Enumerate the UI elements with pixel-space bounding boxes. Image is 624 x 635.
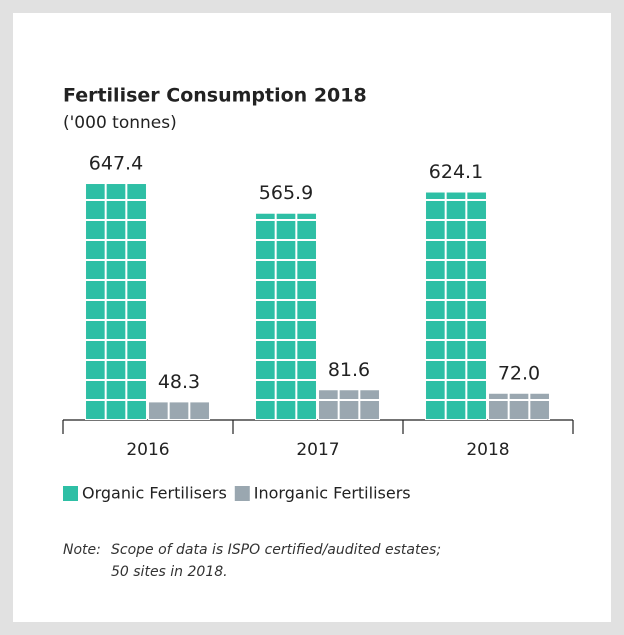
data-label: 72.0 bbox=[498, 362, 540, 384]
data-label: 624.1 bbox=[429, 161, 483, 183]
data-label: 48.3 bbox=[158, 371, 200, 393]
data-label: 81.6 bbox=[328, 359, 370, 381]
legend-label: Organic Fertilisers bbox=[82, 484, 227, 503]
x-tick-label: 2016 bbox=[126, 440, 169, 460]
legend-swatch bbox=[63, 486, 78, 501]
legend-label: Inorganic Fertilisers bbox=[254, 484, 411, 503]
data-label: 647.4 bbox=[89, 153, 143, 175]
bar bbox=[425, 192, 487, 420]
legend-swatch bbox=[234, 486, 250, 501]
data-label: 565.9 bbox=[259, 182, 313, 204]
bar bbox=[148, 402, 210, 420]
bar bbox=[318, 390, 380, 420]
chart-subtitle: ('000 tonnes) bbox=[63, 113, 177, 133]
x-tick-label: 2018 bbox=[466, 440, 509, 460]
note-line: 50 sites in 2018. bbox=[111, 564, 228, 580]
bar bbox=[255, 213, 317, 420]
bar bbox=[488, 393, 550, 420]
bar bbox=[85, 184, 147, 420]
chart-title: Fertiliser Consumption 2018 bbox=[63, 85, 367, 107]
note-line: Scope of data is ISPO certified/audited … bbox=[111, 542, 441, 558]
note-label: Note: bbox=[63, 542, 101, 558]
x-tick-label: 2017 bbox=[296, 440, 339, 460]
